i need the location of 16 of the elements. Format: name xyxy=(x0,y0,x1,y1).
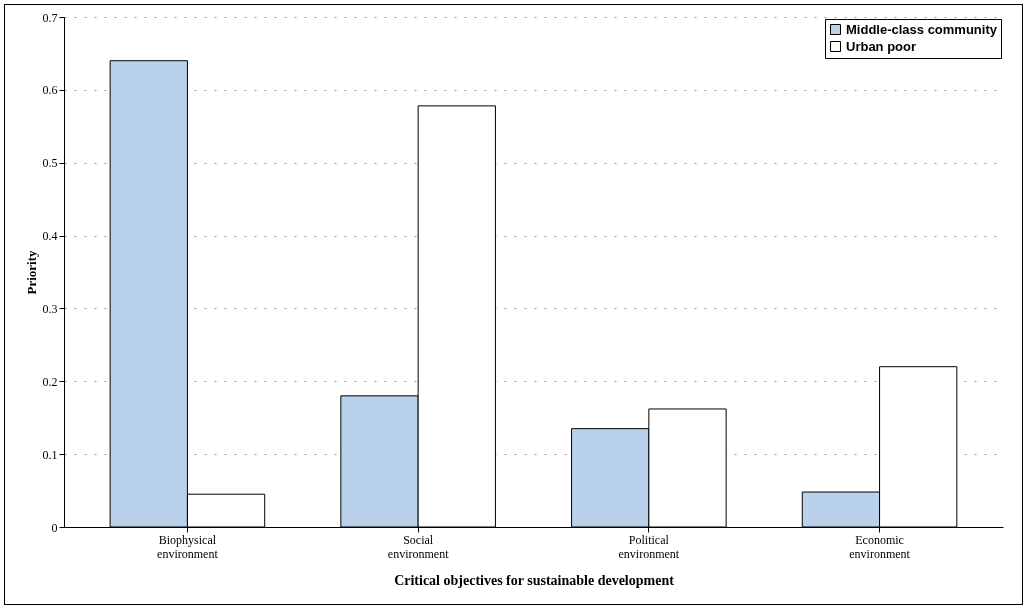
y-tick-label: 0.7 xyxy=(42,10,58,25)
x-tick-label: Economic environment xyxy=(849,532,911,561)
y-tick-label: 0.2 xyxy=(42,374,58,389)
y-tick-label: 0.4 xyxy=(42,229,58,244)
x-tick-label: Social environment xyxy=(387,532,450,561)
y-tick-label: 0.1 xyxy=(42,447,58,462)
legend-label: Urban poor xyxy=(846,38,917,54)
x-tick-label: Political environment xyxy=(618,532,680,561)
y-tick-label: 0.3 xyxy=(42,301,58,316)
legend-label: Middle-class community xyxy=(846,21,998,37)
y-tick-label: 0.6 xyxy=(42,83,58,98)
y-tick-label: 0 xyxy=(51,520,58,535)
y-axis-title: Priority xyxy=(23,249,39,295)
y-tick-label: 0.5 xyxy=(42,156,58,171)
x-tick-label: Biophysical environment xyxy=(157,532,219,561)
x-axis-title: Critical objectives for sustainable development xyxy=(394,572,675,588)
